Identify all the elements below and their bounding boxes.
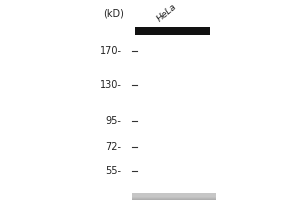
Bar bbox=[132, 194, 216, 198]
Bar bbox=[132, 194, 216, 197]
Bar bbox=[132, 194, 216, 198]
Bar bbox=[132, 193, 216, 197]
Text: 130-: 130- bbox=[100, 80, 122, 90]
Bar bbox=[132, 194, 216, 198]
Bar bbox=[132, 195, 216, 198]
Bar bbox=[132, 193, 216, 197]
Bar bbox=[132, 194, 216, 198]
Bar bbox=[132, 196, 216, 199]
Bar bbox=[132, 193, 216, 197]
Bar bbox=[132, 195, 216, 198]
Bar bbox=[132, 195, 216, 199]
Bar bbox=[132, 195, 216, 199]
Bar bbox=[132, 194, 216, 198]
Bar bbox=[132, 194, 216, 197]
Text: (kD): (kD) bbox=[103, 9, 124, 19]
Bar bbox=[132, 196, 216, 200]
Bar bbox=[132, 194, 216, 198]
Bar bbox=[132, 195, 216, 199]
Bar bbox=[132, 195, 216, 199]
Bar bbox=[132, 194, 216, 197]
Text: 170-: 170- bbox=[100, 46, 122, 56]
Bar bbox=[135, 27, 210, 35]
Bar bbox=[132, 194, 216, 198]
Bar bbox=[132, 193, 216, 197]
Bar bbox=[132, 195, 216, 198]
Text: HeLa: HeLa bbox=[155, 2, 178, 24]
Bar bbox=[132, 194, 216, 198]
Bar bbox=[132, 195, 216, 199]
Bar bbox=[132, 194, 216, 198]
Bar bbox=[132, 196, 216, 200]
Bar bbox=[132, 195, 216, 199]
Bar bbox=[132, 195, 216, 199]
Bar bbox=[132, 196, 216, 200]
Text: 72-: 72- bbox=[106, 142, 122, 152]
Bar bbox=[132, 196, 216, 200]
Bar bbox=[132, 195, 216, 199]
Bar bbox=[132, 193, 216, 197]
Bar bbox=[132, 193, 216, 197]
Bar bbox=[132, 194, 216, 198]
Bar bbox=[132, 195, 216, 199]
Bar bbox=[132, 196, 216, 199]
Text: 55-: 55- bbox=[106, 166, 122, 176]
Bar bbox=[132, 194, 216, 198]
Bar bbox=[132, 195, 216, 199]
Bar bbox=[132, 196, 216, 199]
Bar bbox=[132, 194, 216, 197]
Bar bbox=[132, 194, 216, 198]
Bar bbox=[132, 196, 216, 200]
Bar bbox=[132, 194, 216, 198]
Bar bbox=[132, 195, 216, 199]
Bar bbox=[132, 196, 216, 200]
Bar bbox=[132, 195, 216, 199]
Bar bbox=[132, 193, 216, 197]
Bar bbox=[132, 195, 216, 199]
Bar bbox=[132, 196, 216, 200]
Text: 95-: 95- bbox=[106, 116, 122, 126]
Bar bbox=[132, 193, 216, 197]
Bar bbox=[132, 193, 216, 197]
Bar bbox=[132, 196, 216, 200]
Bar bbox=[132, 196, 216, 200]
Bar bbox=[132, 193, 216, 197]
Bar bbox=[132, 195, 216, 198]
Bar bbox=[132, 196, 216, 199]
Bar bbox=[132, 195, 216, 198]
Bar bbox=[132, 194, 216, 198]
Bar bbox=[132, 196, 216, 200]
